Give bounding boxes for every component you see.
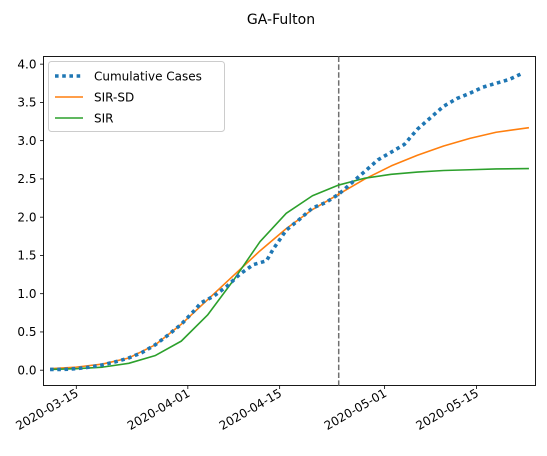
y-tick-label: 4.0 bbox=[17, 57, 36, 71]
y-tick-label: 3.5 bbox=[17, 96, 36, 110]
x-tick-label: 2020-04-15 bbox=[217, 386, 284, 433]
y-tick-label: 3.0 bbox=[17, 134, 36, 148]
legend-label: SIR bbox=[94, 111, 114, 125]
legend-label: SIR-SD bbox=[94, 90, 134, 104]
x-tick-label: 2020-04-01 bbox=[125, 386, 192, 433]
series-line-sir-sd bbox=[50, 126, 530, 370]
y-tick-label: 0.0 bbox=[17, 363, 36, 377]
legend-frame bbox=[48, 61, 225, 132]
series-line-sir bbox=[50, 167, 529, 371]
x-tick-label: 2020-05-01 bbox=[322, 386, 389, 433]
legend: Cumulative Cases SIR-SD SIR bbox=[48, 61, 225, 132]
chart-title: GA-Fulton bbox=[247, 12, 315, 28]
x-axis: 2020-03-15 2020-04-01 2020-04-15 2020-05-01… bbox=[13, 385, 481, 433]
y-tick-label: 1.5 bbox=[17, 249, 36, 263]
y-axis: 0.0 0.5 1.0 1.5 2.0 2.5 3.0 3.5 4.0 bbox=[17, 57, 44, 377]
y-tick-label: 1.0 bbox=[17, 287, 36, 301]
series-layer bbox=[50, 56, 530, 386]
y-tick-label: 2.5 bbox=[17, 172, 36, 186]
x-tick-label: 2020-03-15 bbox=[13, 386, 80, 433]
y-tick-label: 2.0 bbox=[17, 210, 36, 224]
plot-area bbox=[43, 56, 536, 386]
x-tick-label: 2020-05-15 bbox=[414, 386, 481, 433]
legend-label: Cumulative Cases bbox=[94, 69, 202, 83]
series-line-cumulative-cases bbox=[50, 71, 524, 372]
y-tick-label: 0.5 bbox=[17, 325, 36, 339]
